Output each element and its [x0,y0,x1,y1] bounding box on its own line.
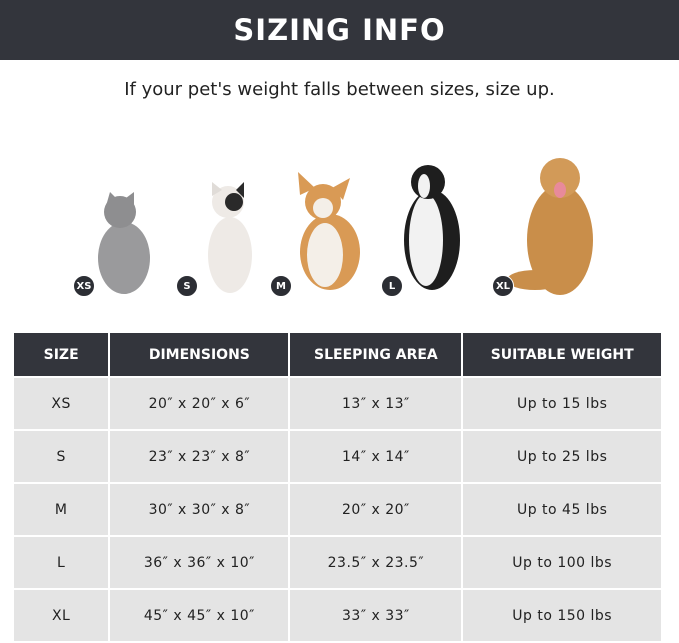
cell-weight: Up to 100 lbs [463,537,661,588]
size-badge-l: L [381,275,403,297]
cell-weight: Up to 25 lbs [463,431,661,482]
table-row: S 23″ x 23″ x 8″ 14″ x 14″ Up to 25 lbs [14,431,661,482]
cell-sleeping-area: 20″ x 20″ [290,484,462,535]
cell-dimensions: 36″ x 36″ x 10″ [110,537,289,588]
cell-size: S [14,431,109,482]
size-badge-xl: XL [492,275,514,297]
pet-illustrations [98,158,593,295]
cell-size: XL [14,590,109,641]
size-badge-s: S [176,275,198,297]
title-banner: SIZING INFO [0,0,679,60]
table-row: XL 45″ x 45″ x 10″ 33″ x 33″ Up to 150 l… [14,590,661,641]
cell-size: XS [14,378,109,429]
table-row: L 36″ x 36″ x 10″ 23.5″ x 23.5″ Up to 10… [14,537,661,588]
pet-golden-xl [507,158,593,295]
cell-sleeping-area: 23.5″ x 23.5″ [290,537,462,588]
header-suitable-weight: SUITABLE WEIGHT [463,333,661,376]
table-row: XS 20″ x 20″ x 6″ 13″ x 13″ Up to 15 lbs [14,378,661,429]
pet-collie-l [404,165,460,290]
pet-cat-xs [98,192,150,294]
cell-dimensions: 45″ x 45″ x 10″ [110,590,289,641]
page-title: SIZING INFO [233,13,446,47]
size-badge-m: M [270,275,292,297]
cell-dimensions: 23″ x 23″ x 8″ [110,431,289,482]
subtitle: If your pet's weight falls between sizes… [124,79,555,100]
cell-sleeping-area: 33″ x 33″ [290,590,462,641]
cell-sleeping-area: 13″ x 13″ [290,378,462,429]
cell-dimensions: 30″ x 30″ x 8″ [110,484,289,535]
cell-dimensions: 20″ x 20″ x 6″ [110,378,289,429]
header-size: SIZE [14,333,109,376]
size-badge-xs: XS [73,275,95,297]
cell-sleeping-area: 14″ x 14″ [290,431,462,482]
header-sleeping-area: SLEEPING AREA [290,333,462,376]
table-header: SIZE DIMENSIONS SLEEPING AREA SUITABLE W… [14,333,661,376]
header-dimensions: DIMENSIONS [110,333,289,376]
cell-weight: Up to 45 lbs [463,484,661,535]
table-row: M 30″ x 30″ x 8″ 20″ x 20″ Up to 45 lbs [14,484,661,535]
cell-weight: Up to 150 lbs [463,590,661,641]
sizing-table: SIZE DIMENSIONS SLEEPING AREA SUITABLE W… [12,331,663,643]
pet-bulldog-s [208,182,252,293]
cell-size: L [14,537,109,588]
cell-size: M [14,484,109,535]
pet-corgi-m [298,172,360,290]
cell-weight: Up to 15 lbs [463,378,661,429]
